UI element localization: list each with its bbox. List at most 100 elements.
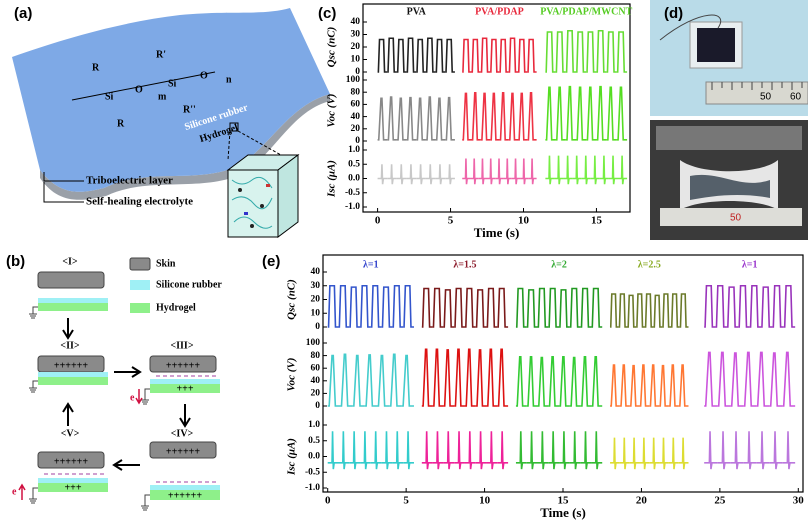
y-tick-label: -0.5: [345, 188, 360, 198]
waveform-cycle: [580, 287, 592, 328]
waveform-cycle: [416, 164, 426, 185]
waveform-cycle: [445, 164, 455, 185]
charge: ++++++: [166, 446, 200, 457]
waveform-cycle: [495, 158, 504, 185]
x-tick-label: 25: [714, 495, 726, 507]
waveform-cycle: [445, 38, 455, 73]
waveform-cycle: [596, 29, 607, 73]
charge: +++: [64, 482, 81, 493]
waveform-cycle: [618, 155, 628, 185]
group-label: PVA: [407, 6, 427, 17]
formula-atom: Si: [168, 78, 177, 89]
y-tick-label: 1.0: [308, 420, 320, 430]
waveform-cycle: [586, 31, 597, 73]
waveform-cycle: [591, 287, 603, 328]
waveform-cycle: [515, 287, 527, 328]
hydrogel: [150, 384, 220, 393]
waveform-cycle: [517, 38, 528, 73]
ground: [141, 388, 150, 405]
waveform-cycle: [717, 351, 731, 407]
photo-clamp: [656, 126, 802, 150]
panel-a: (a) Si O Si O R R R' R'' m n Silicone ru…: [12, 5, 330, 238]
electron-arrow: [135, 389, 143, 405]
waveform-cycle: [396, 97, 407, 141]
formula-group: R'': [183, 104, 196, 115]
y-tick-label: 1.0: [348, 145, 360, 155]
waveform-cycle: [487, 158, 496, 185]
y-axis-label: Isc (μA): [286, 438, 298, 476]
x-tick-label: 30: [793, 495, 805, 507]
y-tick-label: 20: [311, 295, 321, 305]
waveform-cycle: [545, 86, 556, 141]
y-tick-label: 20: [351, 124, 361, 134]
waveform-cycle: [559, 431, 570, 470]
y-tick-label: -0.5: [305, 467, 320, 477]
waveform-cycle: [668, 437, 679, 470]
waveform-cycle: [526, 431, 538, 470]
waveform-cycle: [470, 158, 479, 185]
group-label: λ=1: [742, 259, 758, 270]
waveform-cycle: [401, 354, 414, 407]
waveform-cycle: [396, 164, 407, 185]
waveform-cycle: [608, 155, 619, 185]
panel-d: 50 60 (d) 50: [650, 0, 808, 240]
waveform-cycle: [554, 155, 564, 185]
waveform-cycle: [606, 86, 617, 141]
waveform-cycle: [515, 356, 527, 407]
waveform-cycle: [586, 86, 597, 141]
group-label: λ=1: [363, 259, 379, 270]
waveform-cycle: [563, 155, 573, 185]
hydrogel: [150, 490, 220, 500]
waveform-cycle: [462, 92, 472, 141]
waveform-cycle: [569, 356, 581, 407]
waveform-cycle: [704, 431, 718, 470]
waveform-cycle: [490, 38, 500, 73]
waveform-cycle: [537, 287, 549, 328]
waveform-cycle: [591, 356, 603, 407]
panel-label: (a): [14, 5, 32, 22]
waveform-cycle: [590, 155, 600, 185]
x-tick-label: 10: [479, 495, 491, 507]
waveform-cycle: [769, 431, 783, 470]
arrow: [62, 402, 74, 426]
waveform-cycle: [338, 431, 350, 470]
waveform-cycle: [619, 437, 630, 470]
waveform-cycle: [565, 29, 577, 73]
waveform-cycle: [480, 92, 491, 141]
waveform-cycle: [518, 92, 528, 141]
callout: Self-healing electrolyte: [86, 196, 193, 208]
waveform-cycle: [503, 158, 512, 185]
waveform-cycle: [679, 293, 689, 328]
legend-label: Skin: [156, 258, 176, 269]
charge: +++: [176, 383, 193, 394]
waveform-cycle: [717, 431, 731, 470]
waveform-cycle: [443, 349, 455, 407]
photo-sample: [690, 174, 770, 200]
skin: [149, 441, 217, 459]
y-tick-label: 0: [355, 136, 360, 146]
group-label: PVA/PDAP/MWCNT: [540, 6, 632, 17]
waveform-cycle: [464, 348, 476, 407]
waveform-cycle: [349, 431, 361, 470]
y-axis-label: Isc (μA): [326, 160, 338, 198]
charge: ++++++: [168, 490, 202, 501]
x-tick-label: 0: [325, 495, 331, 507]
waveform-cycle: [629, 364, 640, 407]
y-tick-label: 30: [351, 30, 361, 40]
waveform-cycle: [596, 85, 607, 141]
formula-atom: Si: [105, 91, 114, 102]
callout: Triboelectric layer: [86, 175, 173, 187]
state-label: <I>: [62, 256, 78, 267]
ground: [29, 487, 38, 504]
waveform-cycle: [349, 286, 361, 328]
waveform-cycle: [370, 284, 382, 328]
plot-frame: [362, 3, 631, 213]
waveform-cycle: [743, 431, 757, 470]
waveform-cycle: [659, 437, 669, 470]
y-tick-label: 60: [311, 363, 321, 373]
waveform-cycle: [364, 354, 378, 407]
waveform-cycle: [464, 287, 476, 328]
group-label: λ=2.5: [638, 259, 661, 270]
waveform-cycle: [569, 287, 581, 328]
waveform-cycle: [327, 284, 339, 328]
